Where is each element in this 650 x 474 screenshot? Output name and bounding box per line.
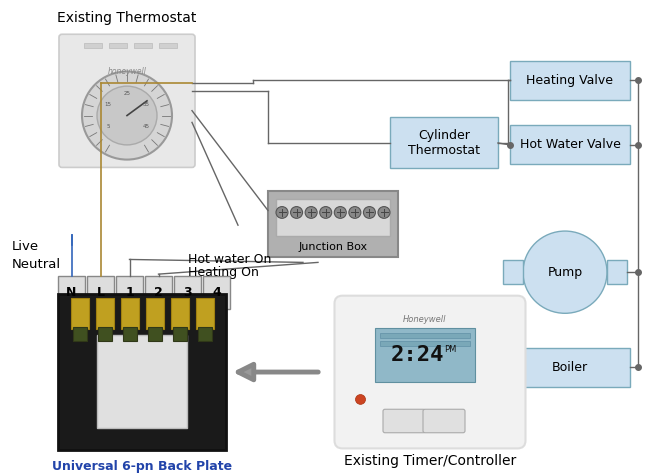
FancyBboxPatch shape	[58, 294, 226, 450]
Text: Hot Water Valve: Hot Water Valve	[519, 138, 621, 151]
Text: Live: Live	[12, 240, 39, 253]
Text: Boiler: Boiler	[552, 361, 588, 374]
Text: 1: 1	[125, 286, 134, 299]
FancyBboxPatch shape	[607, 260, 627, 284]
FancyBboxPatch shape	[84, 43, 102, 48]
Text: 35: 35	[142, 102, 150, 107]
Circle shape	[523, 231, 607, 313]
Text: Existing Timer/Controller: Existing Timer/Controller	[344, 454, 516, 468]
FancyBboxPatch shape	[423, 409, 465, 433]
FancyBboxPatch shape	[109, 43, 127, 48]
Text: Heating Valve: Heating Valve	[526, 74, 614, 87]
Circle shape	[97, 86, 157, 145]
Text: 4: 4	[212, 286, 221, 299]
FancyBboxPatch shape	[174, 276, 201, 310]
Text: Cylinder
Thermostat: Cylinder Thermostat	[408, 129, 480, 157]
Text: 25: 25	[124, 91, 131, 97]
FancyBboxPatch shape	[134, 43, 152, 48]
FancyBboxPatch shape	[268, 191, 398, 257]
FancyBboxPatch shape	[97, 335, 187, 428]
Text: 3: 3	[183, 286, 192, 299]
FancyBboxPatch shape	[146, 298, 164, 329]
FancyBboxPatch shape	[98, 327, 112, 341]
Text: PM: PM	[444, 345, 456, 354]
FancyBboxPatch shape	[335, 296, 525, 448]
FancyBboxPatch shape	[145, 276, 172, 310]
FancyBboxPatch shape	[171, 298, 189, 329]
FancyBboxPatch shape	[148, 327, 162, 341]
Text: L: L	[96, 286, 105, 299]
FancyBboxPatch shape	[159, 43, 177, 48]
FancyBboxPatch shape	[73, 327, 87, 341]
Circle shape	[356, 394, 365, 404]
FancyBboxPatch shape	[503, 260, 523, 284]
FancyBboxPatch shape	[58, 276, 85, 310]
FancyBboxPatch shape	[383, 409, 425, 433]
Text: Heating On: Heating On	[188, 266, 259, 279]
FancyBboxPatch shape	[203, 276, 230, 310]
FancyBboxPatch shape	[123, 327, 137, 341]
Text: 15: 15	[105, 102, 111, 107]
Text: Existing Thermostat: Existing Thermostat	[57, 11, 197, 26]
Text: honeywell: honeywell	[107, 67, 146, 76]
FancyBboxPatch shape	[380, 341, 470, 346]
Circle shape	[349, 207, 361, 219]
Text: Pump: Pump	[547, 266, 582, 279]
FancyBboxPatch shape	[380, 333, 470, 338]
Circle shape	[276, 207, 288, 219]
Text: N: N	[66, 286, 77, 299]
FancyBboxPatch shape	[390, 118, 498, 168]
Circle shape	[82, 72, 172, 160]
FancyBboxPatch shape	[121, 298, 139, 329]
FancyBboxPatch shape	[173, 327, 187, 341]
FancyBboxPatch shape	[196, 298, 214, 329]
Text: 5: 5	[106, 124, 110, 129]
Circle shape	[363, 207, 376, 219]
Text: 2:24: 2:24	[390, 345, 444, 365]
FancyBboxPatch shape	[276, 199, 390, 236]
FancyBboxPatch shape	[510, 125, 630, 164]
FancyBboxPatch shape	[71, 298, 89, 329]
FancyBboxPatch shape	[87, 276, 114, 310]
FancyBboxPatch shape	[96, 298, 114, 329]
Text: Hot water On: Hot water On	[188, 253, 272, 266]
FancyBboxPatch shape	[375, 328, 475, 382]
Circle shape	[291, 207, 302, 219]
Circle shape	[320, 207, 332, 219]
Text: Neutral: Neutral	[12, 258, 61, 271]
FancyBboxPatch shape	[116, 276, 143, 310]
Text: Junction Box: Junction Box	[298, 242, 367, 252]
Text: 45: 45	[142, 124, 150, 129]
Circle shape	[334, 207, 346, 219]
FancyBboxPatch shape	[59, 34, 195, 167]
FancyBboxPatch shape	[198, 327, 212, 341]
FancyBboxPatch shape	[510, 347, 630, 387]
Text: 2: 2	[154, 286, 163, 299]
Circle shape	[378, 207, 390, 219]
Circle shape	[305, 207, 317, 219]
FancyBboxPatch shape	[510, 61, 630, 100]
Text: Honeywell: Honeywell	[403, 315, 447, 324]
Text: Universal 6-pn Back Plate: Universal 6-pn Back Plate	[52, 460, 232, 473]
